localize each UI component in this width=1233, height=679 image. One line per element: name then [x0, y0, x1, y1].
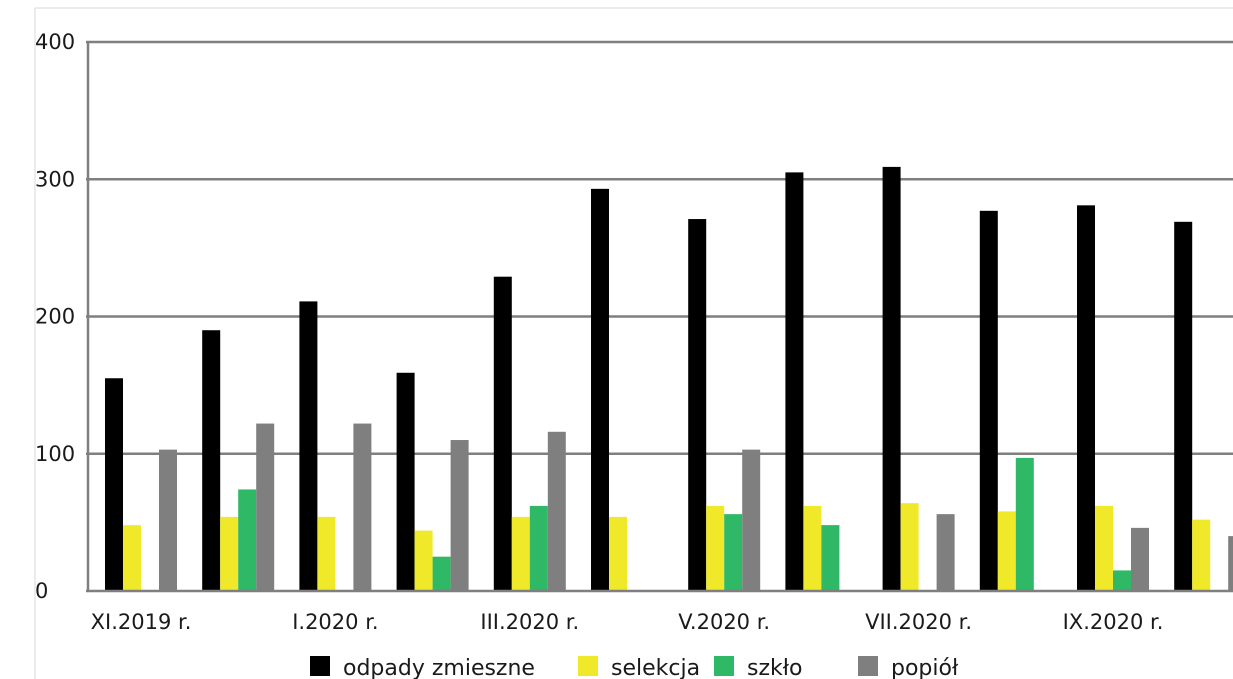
y-tick-label: 300 [35, 167, 75, 191]
bar-selekcja-9 [997, 511, 1016, 591]
x-tick-label: VII.2020 r. [865, 610, 972, 634]
y-tick-label: 400 [35, 30, 75, 54]
bar-odpady-zmieszne-4 [493, 276, 512, 591]
legend-swatch-popiół [858, 656, 878, 676]
bar-odpady-zmieszne-1 [202, 330, 221, 591]
legend: odpady zmieszne selekcja szkło popiół [310, 656, 959, 679]
bar-odpady-zmieszne-10 [1077, 205, 1095, 591]
bar-selekcja-2 [317, 516, 336, 591]
bar-szkło-4 [529, 505, 548, 591]
legend-label: popiół [891, 656, 959, 679]
bar-popiół-11 [1228, 536, 1233, 591]
legend-swatch-odpady-zmieszne [310, 656, 330, 676]
bar-selekcja-11 [1192, 519, 1211, 591]
bar-selekcja-3 [414, 530, 433, 591]
x-tick-label: IX.2020 r. [1063, 610, 1164, 634]
bar-popiół-0 [159, 449, 177, 591]
x-tick-label: V.2020 r. [678, 610, 770, 634]
bar-selekcja-7 [803, 505, 822, 591]
legend-swatch-selekcja [578, 656, 598, 676]
legend-label: szkło [747, 656, 802, 679]
x-tick-labels: XI.2019 r. I.2020 r. III.2020 r. V.2020 r. V… [91, 610, 1164, 634]
legend-swatch-szkło [714, 656, 734, 676]
bar-szkło-6 [724, 514, 743, 591]
y-tick-labels: 0 100 200 300 400 [35, 30, 75, 603]
y-tick-label: 100 [35, 442, 75, 466]
bar-odpady-zmieszne-8 [882, 166, 901, 591]
x-tick-label: III.2020 r. [480, 610, 579, 634]
bar-szkło-3 [432, 556, 451, 591]
bar-odpady-zmieszne-3 [396, 372, 415, 591]
x-tick-label: I.2020 r. [292, 610, 378, 634]
bar-odpady-zmieszne-11 [1174, 221, 1193, 592]
bars [105, 166, 1233, 592]
bar-popiół-1 [256, 423, 275, 591]
y-tick-label: 0 [35, 579, 48, 603]
bar-odpady-zmieszne-5 [591, 188, 609, 592]
bar-selekcja-4 [511, 516, 530, 591]
bar-selekcja-5 [609, 516, 627, 591]
bar-odpady-zmieszne-2 [299, 301, 318, 591]
bar-popiół-10 [1131, 527, 1149, 591]
bar-szkło-9 [1015, 457, 1034, 591]
bar-odpady-zmieszne-6 [688, 219, 707, 592]
gridlines [86, 40, 1233, 455]
bar-selekcja-6 [706, 505, 725, 591]
bar-odpady-zmieszne-9 [979, 210, 998, 591]
bar-szkło-10 [1113, 570, 1131, 591]
bar-popiół-8 [936, 514, 955, 591]
axes [86, 42, 1233, 593]
bar-selekcja-8 [900, 503, 919, 591]
bar-odpady-zmieszne-7 [785, 172, 804, 591]
bar-selekcja-1 [220, 516, 239, 591]
bar-popiół-4 [547, 431, 566, 591]
x-tick-label: XI.2019 r. [91, 610, 192, 634]
bar-popiół-6 [742, 449, 761, 591]
bar-szkło-1 [238, 489, 257, 591]
bar-odpady-zmieszne-0 [105, 378, 123, 591]
y-tick-label: 200 [35, 305, 75, 329]
bar-selekcja-0 [123, 525, 141, 591]
legend-label: selekcja [611, 656, 700, 679]
bar-popiół-2 [353, 423, 372, 591]
bar-popiół-3 [450, 440, 469, 591]
bar-selekcja-10 [1095, 505, 1113, 591]
bar-szkło-7 [821, 525, 840, 591]
legend-label: odpady zmieszne [343, 656, 535, 679]
